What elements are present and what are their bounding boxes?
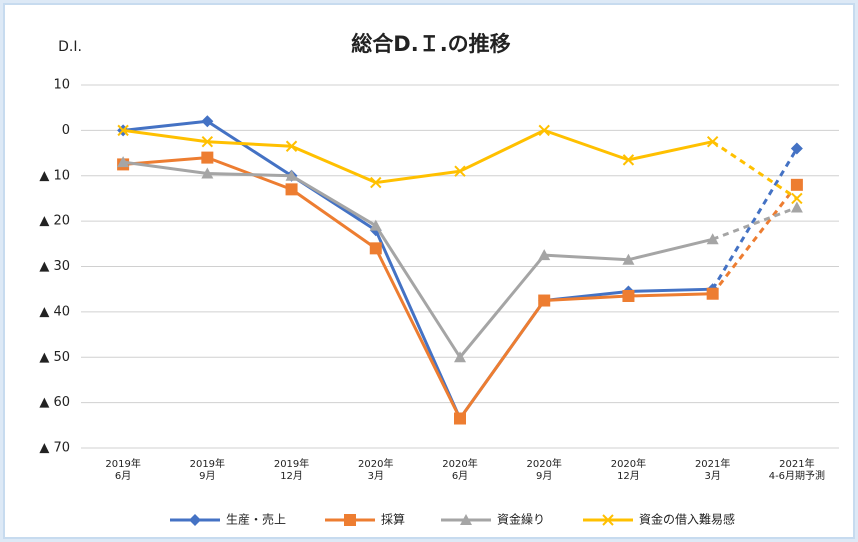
marker bbox=[706, 136, 719, 148]
x-tick-line: 6月 bbox=[452, 470, 468, 482]
x-tick-line: 2020年 bbox=[611, 457, 646, 470]
series-line bbox=[122, 119, 713, 421]
series-line bbox=[711, 183, 799, 295]
legend-marker bbox=[189, 514, 201, 526]
marker bbox=[538, 124, 550, 137]
x-tick-line: 2021年 bbox=[695, 457, 730, 470]
y-tick-label: 0 bbox=[62, 123, 70, 138]
marker bbox=[622, 154, 635, 166]
marker bbox=[538, 249, 551, 261]
x-tick-label: 2019年 12月 bbox=[274, 457, 309, 482]
series-line bbox=[122, 160, 714, 359]
chart-title: 総合D.Ｉ.の推移 bbox=[351, 32, 510, 56]
x-tick-line: 2021年 bbox=[779, 457, 814, 470]
y-tick-label: ▲ 70 bbox=[39, 441, 70, 456]
y-tick-label: ▲ 10 bbox=[39, 168, 70, 183]
x-tick-label: 2020年 12月 bbox=[611, 457, 646, 482]
marker bbox=[538, 294, 551, 307]
marker bbox=[791, 192, 803, 205]
x-tick-label: 2020年 6月 bbox=[442, 457, 477, 482]
x-tick-label: 2019年 9月 bbox=[190, 457, 225, 482]
marker bbox=[454, 165, 466, 177]
legend-label: 資金の借入難易感 bbox=[639, 512, 735, 527]
x-tick-line: 12月 bbox=[617, 470, 640, 482]
series-line bbox=[122, 156, 713, 421]
x-tick-label: 2021年 4-6月期予測 bbox=[769, 457, 825, 482]
x-tick-line: 2020年 bbox=[442, 457, 477, 470]
x-tick-line: 6月 bbox=[115, 470, 131, 482]
x-tick-line: 2019年 bbox=[105, 457, 140, 470]
x-tick-line: 2020年 bbox=[526, 457, 561, 470]
y-tick-label: ▲ 30 bbox=[39, 259, 70, 274]
marker bbox=[369, 242, 382, 255]
x-tick-line: 9月 bbox=[536, 470, 552, 482]
legend-marker bbox=[460, 514, 472, 525]
series-line bbox=[122, 128, 713, 185]
series-line bbox=[711, 140, 798, 200]
y-tick-label: ▲ 60 bbox=[39, 395, 70, 410]
y-tick-label: ▲ 50 bbox=[39, 350, 70, 365]
marker bbox=[790, 142, 803, 155]
chart-card bbox=[3, 3, 855, 539]
marker bbox=[622, 253, 635, 265]
x-tick-label: 2019年 6月 bbox=[105, 457, 140, 482]
marker bbox=[201, 136, 214, 148]
y-tick-label: 10 bbox=[53, 78, 70, 93]
x-tick-line: 3月 bbox=[368, 470, 384, 482]
legend-marker bbox=[602, 514, 614, 526]
x-tick-line: 12月 bbox=[280, 470, 303, 482]
marker bbox=[369, 219, 382, 231]
marker bbox=[790, 178, 803, 191]
marker bbox=[622, 289, 635, 302]
marker bbox=[285, 169, 298, 181]
x-tick-label: 2020年 9月 bbox=[526, 457, 561, 482]
y-tick-label: ▲ 20 bbox=[39, 214, 70, 229]
x-tick-line: 2019年 bbox=[190, 457, 225, 470]
y-axis-label: D.I. bbox=[58, 39, 82, 55]
marker bbox=[201, 151, 214, 164]
marker bbox=[201, 115, 214, 128]
x-tick-label: 2020年 3月 bbox=[358, 457, 393, 482]
marker bbox=[454, 412, 466, 425]
marker bbox=[370, 176, 382, 189]
marker bbox=[706, 287, 719, 300]
marker bbox=[285, 140, 298, 152]
x-tick-line: 2019年 bbox=[274, 457, 309, 470]
legend-label: 生産・売上 bbox=[226, 512, 286, 527]
marker bbox=[117, 124, 129, 137]
x-tick-line: 2020年 bbox=[358, 457, 393, 470]
legend-label: 資金繰り bbox=[497, 512, 545, 527]
x-tick-label: 2021年 3月 bbox=[695, 457, 730, 482]
y-tick-label: ▲ 40 bbox=[39, 304, 70, 319]
x-tick-line: 4-6月期予測 bbox=[769, 469, 825, 482]
series-line bbox=[712, 206, 798, 241]
marker bbox=[706, 233, 719, 245]
marker bbox=[454, 351, 466, 363]
x-tick-line: 9月 bbox=[199, 470, 215, 482]
legend-marker bbox=[344, 514, 356, 526]
marker bbox=[201, 167, 214, 179]
marker bbox=[285, 183, 298, 196]
marker bbox=[790, 201, 803, 213]
x-tick-line: 3月 bbox=[704, 470, 720, 482]
series-line bbox=[711, 147, 799, 290]
marker bbox=[117, 156, 130, 168]
legend-label: 採算 bbox=[381, 512, 405, 527]
